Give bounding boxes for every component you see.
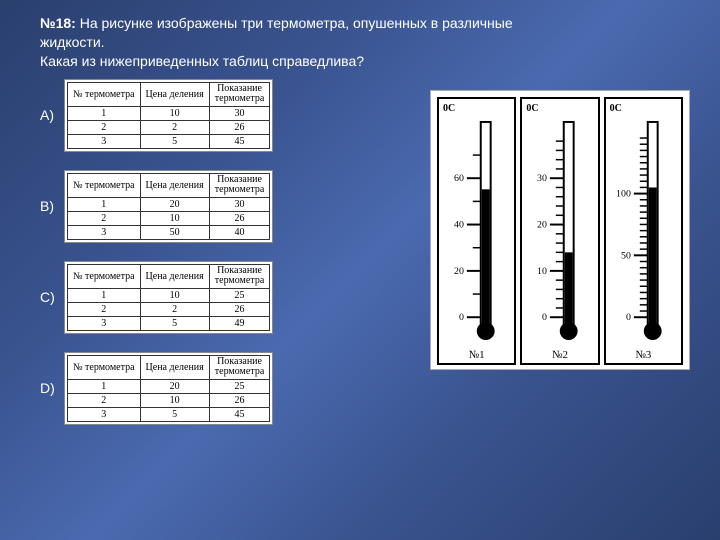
answer-option[interactable]: D)№ термометраЦена деленияПоказаниетермо… (40, 352, 360, 425)
thermometer-label: №1 (439, 349, 514, 361)
svg-text:40: 40 (454, 220, 464, 231)
table-cell: 30 (209, 106, 270, 120)
answer-option[interactable]: C)№ термометраЦена деленияПоказаниетермо… (40, 261, 360, 334)
table-cell: 5 (140, 134, 209, 148)
table-cell: 45 (209, 407, 270, 421)
thermometer: 0C 60 40 20 0 №1 (437, 97, 516, 365)
table-cell: 3 (68, 316, 141, 330)
table-row: 3549 (68, 316, 270, 330)
table-header: Показаниетермометра (209, 264, 270, 288)
table-cell: 25 (209, 288, 270, 302)
table-row: 21026 (68, 393, 270, 407)
thermometer-unit: 0C (610, 103, 622, 114)
table-cell: 26 (209, 120, 270, 134)
table-cell: 3 (68, 134, 141, 148)
table-header: Цена деления (140, 82, 209, 106)
table-header: № термометра (68, 264, 141, 288)
option-table: № термометраЦена деленияПоказаниетермоме… (64, 170, 273, 243)
question-line-1: На рисунке изображены три термометра, оп… (80, 15, 513, 31)
svg-text:20: 20 (537, 220, 547, 231)
table-cell: 10 (140, 393, 209, 407)
table-cell: 26 (209, 302, 270, 316)
thermometer-unit: 0C (526, 103, 538, 114)
svg-text:10: 10 (537, 266, 547, 277)
table-header: № термометра (68, 355, 141, 379)
option-label: A) (40, 107, 64, 123)
table-cell: 26 (209, 393, 270, 407)
thermometer-unit: 0C (443, 103, 455, 114)
table-cell: 1 (68, 288, 141, 302)
table-cell: 10 (140, 288, 209, 302)
table-cell: 1 (68, 106, 141, 120)
option-label: B) (40, 198, 64, 214)
table-cell: 2 (68, 120, 141, 134)
option-label: C) (40, 289, 64, 305)
thermometers-figure: 0C6040200№10C3020100№20C100500№3 (430, 90, 690, 370)
thermometer: 0C 100 50 0 №3 (604, 97, 683, 365)
option-table: № термометраЦена деленияПоказаниетермоме… (64, 261, 273, 334)
table-cell: 2 (68, 302, 141, 316)
table-row: 11025 (68, 288, 270, 302)
svg-text:20: 20 (454, 266, 464, 277)
table-header: Показаниетермометра (209, 355, 270, 379)
table-header: № термометра (68, 82, 141, 106)
table-row: 3545 (68, 134, 270, 148)
table-row: 21026 (68, 211, 270, 225)
table-cell: 2 (140, 302, 209, 316)
table-cell: 5 (140, 407, 209, 421)
table-cell: 25 (209, 379, 270, 393)
option-label: D) (40, 380, 64, 396)
table-cell: 5 (140, 316, 209, 330)
question-text: №18: На рисунке изображены три термометр… (0, 0, 720, 79)
answer-option[interactable]: B)№ термометраЦена деленияПоказаниетермо… (40, 170, 360, 243)
table-header: Показаниетермометра (209, 173, 270, 197)
table-cell: 20 (140, 197, 209, 211)
svg-text:50: 50 (621, 250, 631, 261)
question-line-3: Какая из нижеприведенных таблиц справедл… (40, 53, 364, 69)
svg-text:0: 0 (459, 312, 464, 323)
svg-text:100: 100 (616, 189, 631, 200)
option-table: № термометраЦена деленияПоказаниетермоме… (64, 79, 273, 152)
table-row: 12030 (68, 197, 270, 211)
table-header: Цена деления (140, 264, 209, 288)
table-header: Показаниетермометра (209, 82, 270, 106)
table-cell: 49 (209, 316, 270, 330)
table-header: Цена деления (140, 173, 209, 197)
table-header: Цена деления (140, 355, 209, 379)
table-row: 3545 (68, 407, 270, 421)
svg-text:30: 30 (537, 173, 547, 184)
thermometer: 0C 30 20 10 0 №2 (520, 97, 599, 365)
thermometer-label: №3 (606, 349, 681, 361)
table-cell: 20 (140, 379, 209, 393)
thermometer-label: №2 (522, 349, 597, 361)
table-cell: 10 (140, 106, 209, 120)
table-row: 12025 (68, 379, 270, 393)
table-cell: 3 (68, 407, 141, 421)
option-table: № термометраЦена деленияПоказаниетермоме… (64, 352, 273, 425)
table-row: 2226 (68, 302, 270, 316)
table-cell: 2 (68, 393, 141, 407)
table-row: 11030 (68, 106, 270, 120)
table-cell: 40 (209, 225, 270, 239)
table-header: № термометра (68, 173, 141, 197)
svg-text:0: 0 (626, 312, 631, 323)
table-cell: 1 (68, 379, 141, 393)
table-cell: 30 (209, 197, 270, 211)
table-cell: 10 (140, 211, 209, 225)
table-cell: 50 (140, 225, 209, 239)
svg-text:60: 60 (454, 173, 464, 184)
table-row: 2226 (68, 120, 270, 134)
table-cell: 1 (68, 197, 141, 211)
table-cell: 3 (68, 225, 141, 239)
answer-option[interactable]: A)№ термометраЦена деленияПоказаниетермо… (40, 79, 360, 152)
options-column: A)№ термометраЦена деленияПоказаниетермо… (40, 79, 360, 443)
table-cell: 45 (209, 134, 270, 148)
table-cell: 2 (140, 120, 209, 134)
table-cell: 26 (209, 211, 270, 225)
table-row: 35040 (68, 225, 270, 239)
svg-text:0: 0 (542, 312, 547, 323)
question-line-2: жидкости. (40, 34, 105, 50)
table-cell: 2 (68, 211, 141, 225)
question-number: №18: (40, 15, 76, 31)
